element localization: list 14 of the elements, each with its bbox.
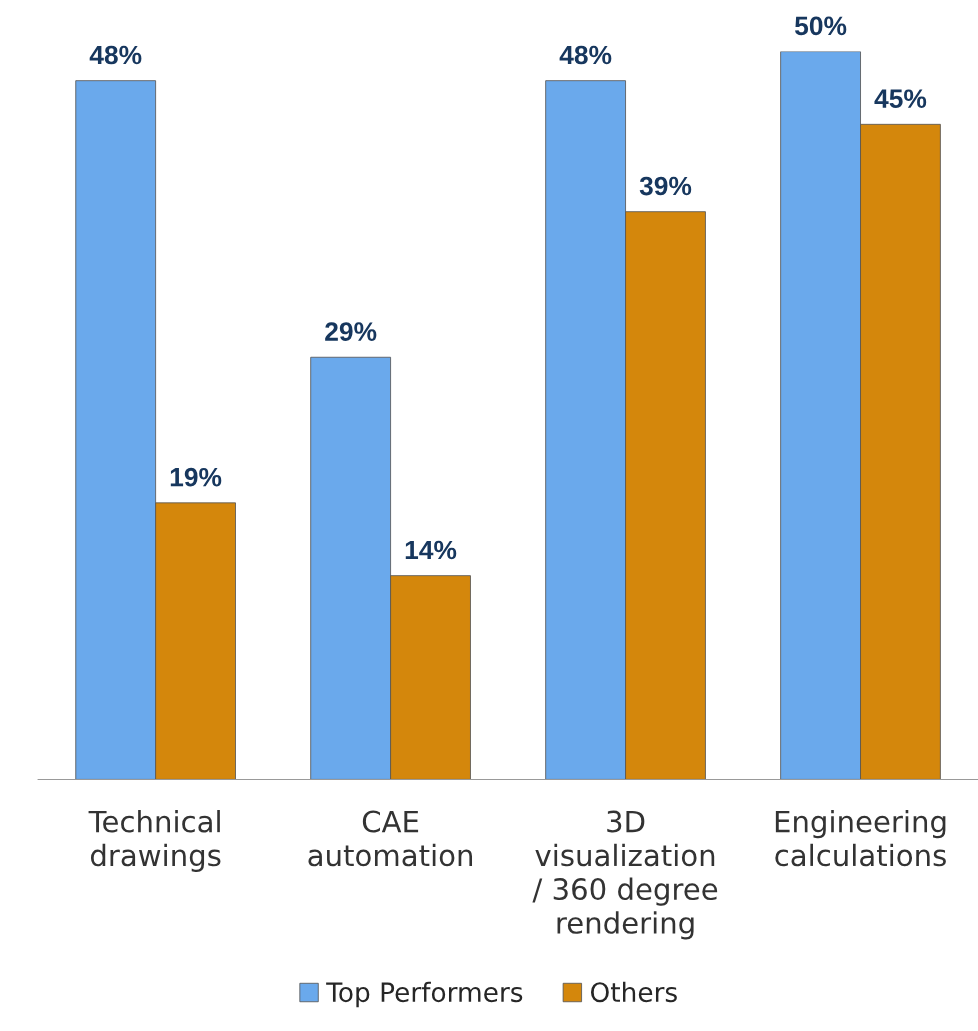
data-label: 50% (794, 16, 847, 36)
data-label: 29% (325, 322, 377, 341)
data-label: 48% (89, 45, 142, 65)
data-label: 48% (559, 45, 612, 65)
data-label: 39% (639, 176, 692, 196)
data-label: 14% (405, 540, 457, 560)
x-tick-label: CAE automation (308, 810, 473, 867)
legend-label: Top Performers (326, 981, 523, 1008)
x-tick-label: Technical drawings (88, 809, 221, 872)
x-tick-label: Engineering calculations (775, 809, 946, 867)
x-tick-label: 3D visualization / 360 degree rendering (532, 810, 718, 940)
data-label: 19% (170, 467, 222, 487)
legend-label: Others (590, 981, 677, 1003)
data-label: 45% (874, 89, 927, 109)
